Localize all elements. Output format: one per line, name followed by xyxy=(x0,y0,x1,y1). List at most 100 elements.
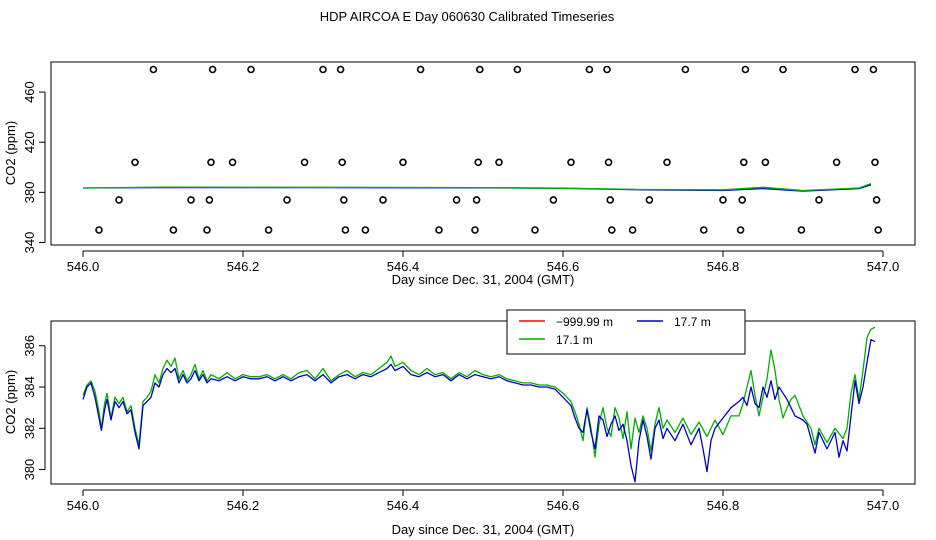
timeseries-panel: 546.0 546.2 546.4 546.6 546.8 547.0 380 382 384… xyxy=(3,320,916,537)
x-tick-label: 546.8 xyxy=(707,259,740,274)
legend-entry-2: 17.7 m xyxy=(674,315,711,329)
y-axis-label: CO2 (ppm) xyxy=(3,121,18,185)
y-tick-label: 460 xyxy=(22,81,37,103)
calibration-point xyxy=(115,196,123,204)
calibration-point xyxy=(851,65,859,74)
calibration-point xyxy=(207,158,215,167)
calibration-point xyxy=(319,65,327,74)
calibration-point xyxy=(264,226,273,234)
plot-frame xyxy=(50,61,916,246)
x-tick-label: 546.0 xyxy=(67,498,100,513)
calibration-point xyxy=(471,226,479,234)
calibration-point xyxy=(741,65,750,74)
y-tick-label: 386 xyxy=(22,335,37,357)
legend-entry-3: 17.1 m xyxy=(556,333,593,347)
x-tick-label: 546.4 xyxy=(387,259,420,274)
calibration-point xyxy=(607,226,616,234)
calibration-point xyxy=(228,158,237,167)
calibration-panel: 546.0 546.2 546.4 546.6 546.8 547.0 340 380 420… xyxy=(3,61,916,287)
calibration-point xyxy=(699,226,708,234)
calibration-point xyxy=(247,65,255,74)
calibration-point xyxy=(719,196,727,204)
x-tick-label: 547.0 xyxy=(867,498,900,513)
calibration-point xyxy=(187,196,195,204)
x-tick-label: 546.8 xyxy=(707,498,740,513)
x-tick-label: 546.2 xyxy=(227,259,260,274)
calibration-point xyxy=(416,65,425,74)
calibration-point xyxy=(131,158,139,167)
calibration-point xyxy=(336,65,345,74)
calibration-point xyxy=(736,226,745,234)
plot-frame xyxy=(50,320,916,485)
calibration-point xyxy=(339,196,348,204)
calibration-point xyxy=(797,226,806,234)
calibration-point xyxy=(549,196,558,204)
calibration-point xyxy=(474,158,483,167)
legend: −999.99 m 17.7 m 17.1 m xyxy=(506,309,746,355)
y-tick-label: 380 xyxy=(22,459,37,481)
calibration-point xyxy=(95,226,103,234)
calibration-point xyxy=(663,158,671,167)
y-tick-label: 420 xyxy=(22,131,37,153)
calibration-point xyxy=(606,196,615,204)
series-line xyxy=(82,338,876,483)
calibration-point xyxy=(452,196,461,204)
calibration-point xyxy=(739,158,748,167)
calibration-point xyxy=(495,158,503,167)
x-tick-label: 546.6 xyxy=(547,259,580,274)
calibration-point xyxy=(513,65,522,74)
calibration-point xyxy=(585,65,594,74)
y-tick-label: 384 xyxy=(22,376,37,398)
calibration-point xyxy=(815,196,823,204)
calibration-point xyxy=(872,196,881,204)
series-line xyxy=(82,326,876,458)
calibration-point xyxy=(361,226,370,234)
y-tick-label: 382 xyxy=(22,417,37,439)
figure-title: HDP AIRCOA E Day 060630 Calibrated Times… xyxy=(320,9,615,24)
x-tick-label: 546.0 xyxy=(67,259,100,274)
y-axis: 340 380 420 460 xyxy=(22,81,46,254)
y-tick-label: 380 xyxy=(22,182,37,204)
x-axis: 546.0 546.2 546.4 546.6 546.8 547.0 xyxy=(67,250,900,274)
series-line xyxy=(82,182,872,192)
x-axis-label: Day since Dec. 31, 2004 (GMT) xyxy=(392,522,575,537)
calibration-point xyxy=(628,226,637,234)
calibration-point xyxy=(779,65,787,74)
calibration-point xyxy=(761,158,770,167)
calibration-point xyxy=(149,65,158,74)
calibration-point xyxy=(869,65,878,74)
calibration-point xyxy=(341,226,350,234)
calibration-point xyxy=(832,158,841,167)
calibration-point xyxy=(871,158,879,167)
calibration-point xyxy=(399,158,407,167)
x-tick-label: 546.4 xyxy=(387,498,420,513)
calibration-point xyxy=(603,65,611,74)
calibration-point xyxy=(738,196,747,204)
x-axis-label: Day since Dec. 31, 2004 (GMT) xyxy=(392,272,575,287)
legend-box xyxy=(506,309,746,355)
calibration-point xyxy=(472,196,481,204)
calibration-point xyxy=(338,158,347,167)
x-tick-label: 547.0 xyxy=(867,259,900,274)
calibration-point xyxy=(300,158,309,167)
legend-entry-1: −999.99 m xyxy=(556,315,613,329)
y-tick-label: 340 xyxy=(22,232,37,254)
calibration-point xyxy=(567,158,575,167)
calibration-point xyxy=(681,65,690,74)
calibration-point xyxy=(283,196,291,204)
calibration-point xyxy=(874,226,883,234)
y-axis: 380 382 384 386 xyxy=(22,335,46,481)
calibration-point xyxy=(379,196,387,204)
calibration-point xyxy=(531,226,539,234)
calibration-point xyxy=(208,65,217,74)
x-tick-label: 546.2 xyxy=(227,498,260,513)
calibration-point xyxy=(203,226,211,234)
calibration-point xyxy=(604,158,613,167)
calibration-point xyxy=(645,196,654,204)
y-axis-label: CO2 (ppm) xyxy=(3,370,18,434)
panel-marks xyxy=(82,326,876,483)
calibration-point xyxy=(435,226,443,234)
x-tick-label: 546.6 xyxy=(547,498,580,513)
calibration-point xyxy=(169,226,178,234)
